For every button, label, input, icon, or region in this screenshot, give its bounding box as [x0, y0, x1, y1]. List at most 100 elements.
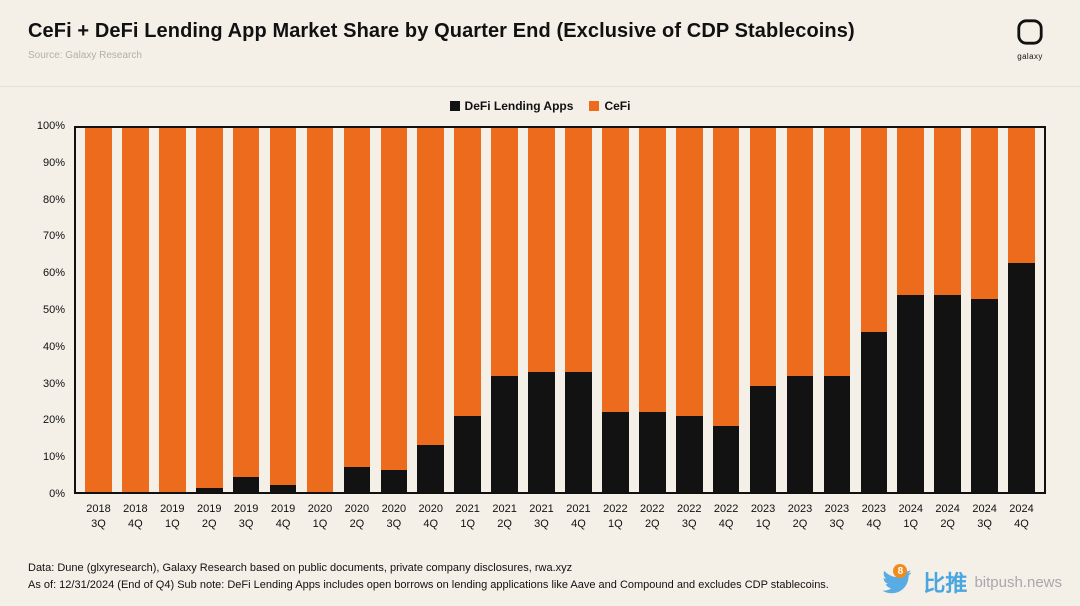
galaxy-logo: galaxy — [1008, 18, 1052, 61]
x-axis-label-line: 4Q — [866, 518, 882, 530]
bar-slot — [818, 128, 855, 492]
x-axis-label-line: 3Q — [534, 518, 549, 530]
x-axis-label: 2023 2Q — [782, 502, 819, 532]
x-axis-label-line: 2023 — [787, 503, 813, 515]
x-axis-label-line: 4Q — [1014, 518, 1029, 530]
x-axis-label: 2019 4Q — [265, 502, 302, 532]
legend-label: CeFi — [604, 99, 631, 113]
cefi-segment — [565, 128, 592, 372]
x-axis-label-line: 4Q — [571, 518, 586, 530]
x-axis-label: 2024 3Q — [966, 502, 1003, 532]
defi-segment — [380, 470, 408, 492]
bar-slot — [191, 128, 228, 492]
x-axis-label: 2020 2Q — [338, 502, 375, 532]
defi-segment — [269, 484, 297, 492]
x-axis-label: 2021 1Q — [449, 502, 486, 532]
x-axis-label-line: 2018 — [123, 503, 148, 515]
x-axis-label-line: 4Q — [275, 518, 291, 530]
bars — [76, 128, 1044, 492]
footer-line-1: Data: Dune (glxyresearch), Galaxy Resear… — [28, 562, 573, 574]
x-axis-labels: 2018 3Q 2018 4Q 2019 1Q 2019 2Q 2019 3Q 2019 4Q 2020… — [76, 502, 1044, 532]
y-axis-tick-label: 0% — [49, 488, 65, 500]
bar-slot — [338, 128, 375, 492]
cefi-segment — [528, 128, 555, 372]
x-axis-label-line: 1Q — [164, 518, 180, 530]
bar-slot — [486, 128, 523, 492]
stacked-bar — [122, 128, 149, 492]
x-axis-label-line: 2022 — [603, 503, 628, 515]
y-axis: 100% 90% 80% 70% 60% 50% 40% 30% 20% 10% 0% — [28, 120, 74, 500]
x-axis-label: 2024 1Q — [892, 502, 929, 532]
y-axis-tick-label: 30% — [42, 377, 65, 390]
defi-segment — [454, 415, 481, 492]
cefi-segment — [343, 128, 371, 467]
cefi-segment — [491, 128, 518, 376]
bar-slot — [634, 128, 671, 492]
x-axis-label-line: 3Q — [977, 518, 992, 530]
y-axis-tick-label: 20% — [42, 414, 65, 427]
x-axis-label-line: 2Q — [792, 518, 808, 530]
bar-slot — [412, 128, 449, 492]
stacked-bar — [85, 128, 112, 492]
x-axis-label-line: 2022 — [640, 503, 665, 515]
x-axis-label-line: 2022 — [713, 503, 739, 515]
bird-icon: 8 — [880, 564, 916, 597]
x-axis-label-line: 2021 — [492, 503, 517, 515]
x-axis-label: 2018 4Q — [117, 502, 154, 532]
x-axis-label-line: 2021 — [566, 503, 591, 515]
cefi-segment — [269, 128, 297, 485]
x-axis-label-line: 1Q — [755, 518, 771, 530]
cefi-segment — [602, 128, 629, 412]
bar-slot — [855, 128, 892, 492]
badge-8-icon: 8 — [893, 564, 908, 578]
bar-slot — [449, 128, 486, 492]
bar-slot — [745, 128, 782, 492]
legend: DeFi Lending Apps CeFi — [0, 99, 1080, 113]
x-axis-label-line: 2019 — [196, 503, 222, 515]
defi-segment — [343, 466, 371, 492]
defi-segment — [749, 386, 777, 492]
bar-slot — [560, 128, 597, 492]
cefi-segment — [159, 128, 186, 492]
cefi-segment — [195, 128, 223, 489]
cefi-segment — [85, 128, 112, 492]
watermark-en-text: bitpush.news — [974, 573, 1062, 591]
x-axis-label-line: 4Q — [718, 518, 734, 530]
stacked-bar — [860, 128, 888, 492]
stacked-bar — [269, 128, 297, 492]
x-axis-label: 2021 4Q — [560, 502, 597, 532]
defi-segment — [602, 411, 629, 492]
defi-segment — [971, 299, 998, 492]
bar-slot — [597, 128, 634, 492]
watermark-cn-text: 比推 — [923, 571, 968, 596]
defi-segment — [232, 477, 260, 492]
x-axis-label: 2019 2Q — [191, 502, 228, 532]
cefi-segment — [306, 128, 334, 492]
x-axis-label-line: 2024 — [935, 503, 960, 515]
x-axis-label: 2022 3Q — [671, 502, 708, 532]
cefi-segment — [1008, 128, 1035, 263]
defi-segment — [897, 295, 925, 492]
cefi-segment — [712, 128, 740, 427]
x-axis-label-line: 4Q — [128, 518, 143, 530]
footer: Data: Dune (glxyresearch), Galaxy Resear… — [28, 560, 829, 594]
y-axis-tick-label: 40% — [42, 340, 65, 353]
x-axis-label-line: 2Q — [349, 518, 365, 530]
x-axis-label-line: 3Q — [386, 518, 402, 530]
galaxy-logo-text: galaxy — [1017, 52, 1043, 61]
x-axis-label: 2019 1Q — [154, 502, 191, 532]
cefi-segment — [454, 128, 481, 416]
defi-segment — [195, 488, 223, 492]
defi-segment — [934, 295, 961, 492]
stacked-bar — [159, 128, 186, 492]
cefi-segment — [675, 128, 703, 416]
bar-slot — [117, 128, 154, 492]
y-axis-tick-label: 70% — [42, 230, 65, 243]
x-axis-label-line: 2Q — [201, 518, 217, 530]
bar-slot — [302, 128, 339, 492]
stacked-bar — [602, 128, 629, 492]
cefi-segment — [122, 128, 149, 492]
x-axis-label: 2019 3Q — [228, 502, 265, 532]
defi-segment — [786, 375, 814, 492]
x-axis-label-line: 2021 — [455, 503, 480, 515]
